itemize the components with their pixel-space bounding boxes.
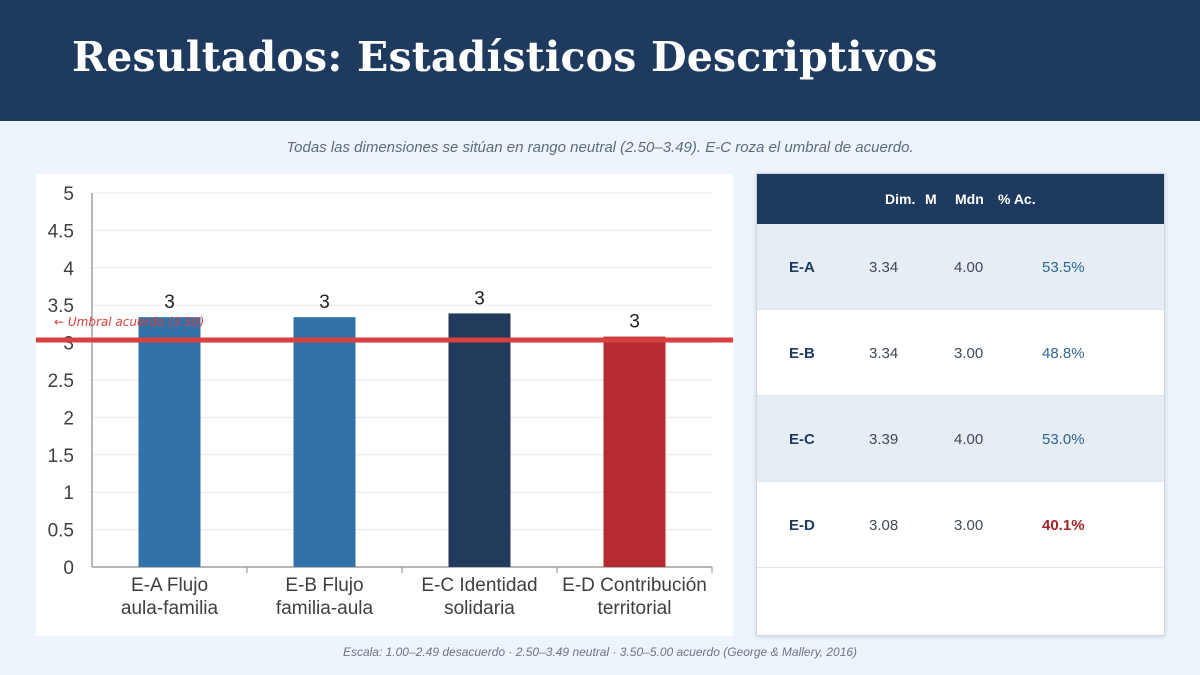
bar: [448, 313, 511, 567]
x-tick-label: familia-aula: [276, 598, 374, 619]
threshold-label: ← Umbral acuerdo (3.50): [54, 315, 204, 329]
scale-footnote: Escala: 1.00–2.49 desacuerdo · 2.50–3.49…: [342, 645, 858, 659]
header-ac: % Ac.: [998, 191, 1036, 207]
stats-table: Dim. M Mdn % Ac. E-A 3.34 4.00 53.5% E-B…: [756, 173, 1165, 636]
y-tick-label: 3: [63, 334, 74, 355]
x-tick-label: territorial: [598, 598, 672, 619]
y-tick-label: 0.5: [48, 521, 74, 542]
cell-ac: 48.8%: [1042, 345, 1085, 362]
x-tick-label: E-B Flujo: [285, 575, 363, 596]
cell-dim: E-B: [789, 345, 815, 362]
cell-m: 3.34: [869, 259, 899, 276]
cell-dim: E-A: [789, 259, 815, 276]
y-tick-label: 4: [63, 259, 74, 280]
data-label: 3: [319, 292, 330, 313]
cell-m: 3.34: [869, 345, 899, 362]
bar-chart-panel: 0 0.5 1 1.5 2 2.5 3 3.5 4 4.5 5 3 E-A Flujo aula-fami…: [36, 174, 733, 636]
data-label: 3: [164, 292, 175, 313]
table-row: E-C 3.39 4.00 53.0%: [757, 396, 1164, 482]
y-tick-label: 1: [63, 483, 74, 504]
cell-dim: E-C: [789, 431, 815, 448]
cell-mdn: 4.00: [954, 259, 984, 276]
cell-m: 3.39: [869, 431, 899, 448]
y-tick-label: 2: [63, 408, 74, 429]
y-tick-label: 3.5: [48, 296, 74, 317]
cell-m: 3.08: [869, 517, 899, 534]
table-row: E-A 3.34 4.00 53.5%: [757, 224, 1164, 310]
cell-ac: 40.1%: [1042, 517, 1085, 534]
cell-mdn: 3.00: [954, 345, 984, 362]
y-tick-label: 5: [63, 184, 74, 205]
x-tick-label: solidaria: [444, 598, 515, 619]
table-header: Dim. M Mdn % Ac.: [757, 174, 1164, 224]
slide-subtitle: Todas las dimensiones se sitúan en rango…: [286, 139, 914, 156]
bar-chart: 0 0.5 1 1.5 2 2.5 3 3.5 4 4.5 5 3 E-A Flujoaula-fami…: [36, 184, 733, 619]
bar: [138, 317, 201, 567]
x-tick-label: E-D Contribución: [562, 575, 707, 596]
cell-dim: E-D: [789, 517, 815, 534]
cell-ac: 53.5%: [1042, 259, 1085, 276]
slide-title: Resultados: Estadísticos Descriptivos: [72, 33, 938, 81]
bar: [293, 317, 356, 567]
cell-ac: 53.0%: [1042, 431, 1085, 448]
header-mdn: Mdn: [955, 191, 984, 207]
table-row: E-B 3.34 3.00 48.8%: [757, 310, 1164, 396]
y-tick-label: 4.5: [48, 221, 74, 242]
y-tick-label: 0: [63, 558, 74, 579]
table-row: E-D 3.08 3.00 40.1%: [757, 482, 1164, 568]
header-dim: Dim.: [885, 191, 916, 207]
cell-mdn: 3.00: [954, 517, 984, 534]
header-m: M: [925, 191, 937, 207]
cell-mdn: 4.00: [954, 431, 984, 448]
data-label: 3: [474, 288, 485, 309]
y-tick-label: 2.5: [48, 371, 74, 392]
x-tick-label: E-A Flujo: [131, 575, 208, 596]
slide-header: Resultados: Estadísticos Descriptivos: [0, 0, 1200, 121]
data-label: 3: [629, 312, 640, 333]
x-tick-label: aula-familia: [121, 598, 219, 619]
bar: [603, 336, 666, 567]
x-tick-label: E-C Identidad: [421, 575, 537, 596]
y-tick-label: 1.5: [48, 446, 74, 467]
